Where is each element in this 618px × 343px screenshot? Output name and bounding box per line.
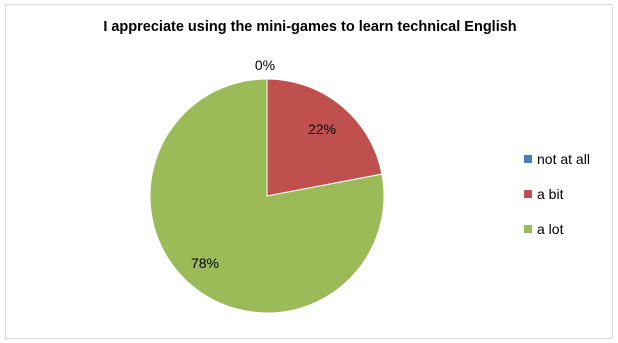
legend-label-a-bit: a bit [537,186,564,202]
legend-item-a-bit: a bit [524,185,590,203]
data-label-a-lot: 78% [191,255,219,271]
legend: not at all a bit a lot [524,150,590,255]
legend-item-not-at-all: not at all [524,150,590,168]
chart-title: I appreciate using the mini-games to lea… [103,19,517,35]
legend-swatch-a-lot [524,225,532,233]
legend-swatch-not-at-all [524,155,532,163]
data-label-a-bit: 22% [308,121,336,137]
data-label-not-at-all: 0% [255,57,275,73]
legend-swatch-a-bit [524,190,532,198]
pie-slice-a-lot [149,78,385,314]
legend-item-a-lot: a lot [524,220,590,238]
legend-label-not-at-all: not at all [537,151,590,167]
pie-slice-a-bit [266,78,383,197]
legend-label-a-lot: a lot [537,221,564,237]
